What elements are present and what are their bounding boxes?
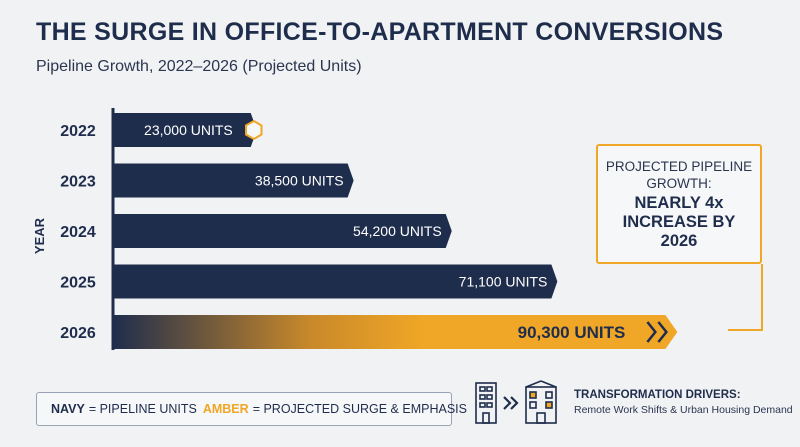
drivers-title: TRANSFORMATION DRIVERS:	[574, 389, 741, 401]
bar-chart: 2022 23,000 UNITS 2023 38,500 UNITS 2024 54,2…	[32, 108, 763, 350]
legend-navy-key: NAVY	[51, 402, 85, 416]
bar-2025	[113, 264, 558, 299]
transformation-drivers: TRANSFORMATION DRIVERS: Remote Work Shif…	[470, 375, 793, 427]
tick-label-2022: 2022	[60, 123, 96, 140]
bar-2022	[113, 113, 257, 147]
data-label-2026: 90,300 UNITS	[518, 323, 626, 342]
data-label-2025: 71,100 UNITS	[459, 274, 548, 290]
callout-line-1: PROJECTED PIPELINE GROWTH:	[605, 159, 753, 191]
tick-label-2023: 2023	[60, 174, 96, 191]
legend: NAVY = PIPELINE UNITS AMBER = PROJECTED …	[36, 392, 467, 426]
office-building-icon	[475, 382, 497, 424]
bar-2024	[113, 214, 452, 248]
tick-label-2026: 2026	[60, 325, 96, 342]
drivers-subtitle: Remote Work Shifts & Urban Housing Deman…	[574, 404, 793, 416]
legend-amber-desc: = PROJECTED SURGE & EMPHASIS	[252, 402, 467, 416]
legend-amber-key: AMBER	[202, 402, 249, 416]
callout-connector	[728, 264, 763, 331]
data-label-2022: 23,000 UNITS	[144, 122, 233, 138]
data-label-2024: 54,200 UNITS	[353, 223, 442, 239]
bar-end-chevron-2	[657, 321, 668, 343]
legend-navy-desc: = PIPELINE UNITS	[88, 402, 197, 416]
growth-callout: PROJECTED PIPELINE GROWTH: NEARLY 4x INC…	[596, 144, 762, 264]
bar-2023	[113, 163, 354, 198]
bar-2026	[113, 315, 678, 349]
tick-label-2024: 2024	[60, 224, 96, 241]
bar-end-chevron-1	[646, 321, 657, 343]
chart-title: THE SURGE IN OFFICE-TO-APARTMENT CONVERS…	[36, 18, 724, 46]
data-label-2023: 38,500 UNITS	[255, 173, 344, 189]
apartment-building-icon	[525, 380, 557, 424]
tick-label-2025: 2025	[60, 275, 96, 292]
double-chevron-right-icon	[503, 396, 519, 410]
chart-subtitle: Pipeline Growth, 2022–2026 (Projected Un…	[36, 58, 362, 75]
hexagon-marker-icon	[245, 119, 263, 141]
y-axis-label: YEAR	[32, 217, 47, 254]
callout-line-2: NEARLY 4x INCREASE BY 2026	[622, 194, 736, 250]
